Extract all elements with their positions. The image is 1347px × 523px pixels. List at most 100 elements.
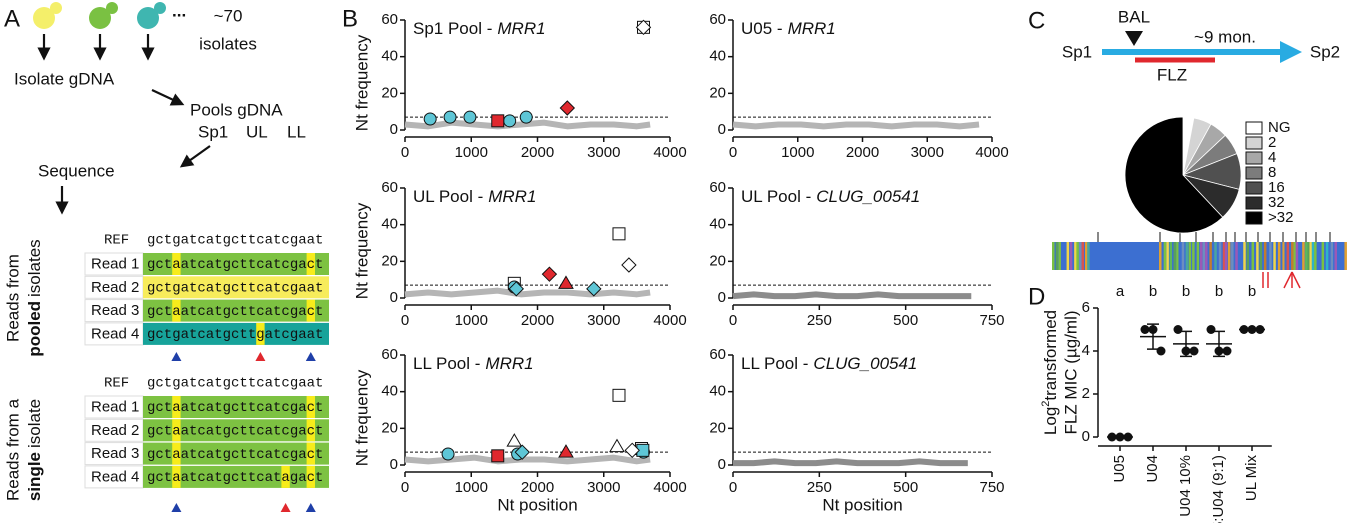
chart-title-text: Sp1 Pool -	[413, 19, 492, 38]
point	[621, 257, 637, 273]
read-label: Read 4	[91, 468, 139, 485]
barcode-stripe	[1277, 242, 1281, 270]
x-tick-label: 0	[729, 144, 737, 161]
y-axis-label-exp: 2	[1040, 401, 1052, 407]
chart-title-text: UL Pool -	[741, 187, 811, 206]
x-tick-label: 3000	[911, 144, 944, 161]
barcode-stripe	[1293, 242, 1297, 270]
barcode-stripe	[1185, 242, 1189, 270]
x-tick-label: 4000	[653, 479, 686, 496]
read-sequence: gctaatcatgcttcatagact	[147, 470, 323, 486]
y-tick-label: 20	[709, 84, 726, 101]
point	[624, 442, 640, 459]
read-sequence: gctgatcatgcttgatcgaat	[147, 327, 323, 343]
chart-title-gene: MRR1	[485, 354, 533, 373]
y-tick-label: 40	[381, 383, 398, 400]
barcode-stripe	[1085, 242, 1088, 270]
barcode-stripe	[1325, 242, 1329, 270]
group-title: Reads from a	[3, 398, 22, 501]
chart-title-gene: MRR1	[488, 187, 536, 206]
variant-highlight	[172, 419, 181, 442]
barcode-stripe	[1251, 242, 1255, 270]
x-axis-label: Nt position	[497, 495, 577, 514]
group-letter: a	[1116, 283, 1125, 300]
variant-highlight	[172, 299, 181, 322]
variant-marker	[171, 503, 182, 512]
x-tick-label: 250	[807, 479, 832, 496]
y-tick-label: 20	[381, 84, 398, 101]
ref-sequence: gctgatcatgcttcatcgaat	[147, 376, 323, 392]
x-tick-label: 4000	[653, 144, 686, 161]
read-label: Read 3	[91, 302, 139, 319]
barcode-stripe	[1256, 242, 1259, 270]
ref-label: REF	[104, 376, 129, 392]
variant-highlight	[306, 253, 315, 275]
y-tick-label: 20	[381, 419, 398, 436]
barcode-stripe	[1199, 242, 1203, 270]
barcode-stripe	[1214, 242, 1217, 270]
barcode-stripe	[1224, 242, 1228, 270]
legend-swatch	[1245, 136, 1263, 150]
point	[1189, 346, 1199, 356]
point	[609, 438, 625, 453]
y-axis-label: Log2transformed	[1040, 310, 1061, 435]
x-tick-label: 750	[979, 479, 1004, 496]
barcode-stripe	[1291, 242, 1294, 270]
read-label: Read 3	[91, 445, 139, 462]
y-tick-label: 60	[709, 346, 726, 363]
barcode-stripe	[1299, 242, 1302, 270]
barcode-stripe	[1176, 242, 1179, 270]
read-label: Read 1	[91, 255, 139, 272]
legend-label: 16	[1268, 179, 1285, 196]
x-tick-label: 3000	[587, 479, 620, 496]
variant-marker	[305, 503, 316, 512]
read-cell	[143, 276, 329, 299]
pool-name: UL	[246, 122, 268, 141]
chart-title-gene: CLUG_00541	[813, 354, 917, 373]
barcode-stripe	[1192, 242, 1195, 270]
legend-swatch	[1245, 166, 1263, 180]
barcode-stripe	[1173, 242, 1177, 270]
read-cell	[143, 396, 329, 418]
barcode-stripe	[1163, 242, 1167, 270]
arrows	[37, 34, 211, 215]
group-title-end: isolate	[25, 399, 44, 448]
barcode-stripe	[1202, 242, 1206, 270]
legend-label: >32	[1268, 209, 1293, 226]
legend-swatch	[1245, 121, 1263, 135]
group-title: Reads from	[3, 254, 22, 342]
barcode-stripe	[1188, 242, 1192, 270]
barcode-stripe	[1263, 242, 1267, 270]
point	[586, 281, 602, 297]
point	[491, 449, 505, 463]
barcode-stripe	[1311, 242, 1315, 270]
read-cell	[143, 442, 329, 465]
legend-swatch	[1245, 181, 1263, 195]
barcode-stripe	[1166, 242, 1169, 270]
read-label: Read 2	[91, 279, 139, 296]
y-axis-label: FLZ MIC (µg/ml)	[1061, 310, 1080, 434]
chart-title-gene: MRR1	[788, 19, 836, 38]
x-tick-label: 4000	[653, 312, 686, 329]
y-axis-label-part: transformed	[1041, 310, 1060, 401]
x-tick-label: UL Mix	[1243, 455, 1260, 502]
group-title: pooled isolates	[25, 239, 44, 356]
barcode-stripe	[1305, 242, 1308, 270]
barcode-stripe	[1321, 242, 1325, 270]
barcode-stripe	[1055, 242, 1059, 270]
variant-highlight	[306, 419, 315, 442]
y-tick-label: 0	[718, 289, 726, 306]
x-tick-label: U05:U04 (9:1)	[1210, 455, 1227, 523]
barcode-stripe	[1334, 242, 1338, 270]
y-tick-label: 0	[390, 121, 398, 138]
barcode-stripe	[1169, 242, 1173, 270]
x-tick-label: 2000	[521, 479, 554, 496]
read-label: Read 1	[91, 398, 139, 415]
y-tick-label: 60	[381, 346, 398, 363]
panel-c: C BAL ~9 mon. Sp1 Sp2 FLZ	[1028, 7, 1347, 289]
frequency-trace	[404, 119, 651, 130]
barcode-stripe	[1081, 242, 1085, 270]
isolate-count: ~70	[214, 6, 243, 25]
x-tick-label: 750	[979, 312, 1004, 329]
barcode-stripe	[1061, 242, 1065, 270]
